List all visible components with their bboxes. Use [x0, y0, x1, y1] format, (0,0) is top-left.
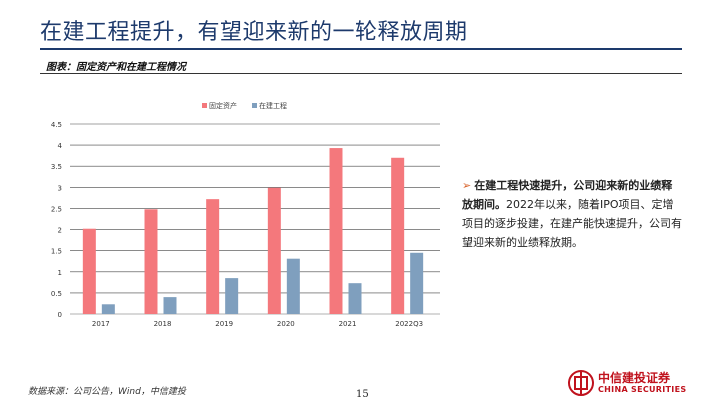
legend-label: 在建工程 — [259, 101, 287, 110]
caption-divider — [40, 73, 682, 74]
chart-container: 0 0.5 1 1.5 2 2.5 3 3.5 4 4.5 2017 2018 2019 2020 2021… — [40, 96, 450, 340]
bar-construction — [348, 283, 362, 314]
bar-construction — [101, 304, 115, 314]
y-tick-label: 0.5 — [51, 290, 62, 298]
bar-fixed-assets — [206, 199, 220, 314]
commentary-body: 2022年以来，随着IPO项目、定增项目的逐步投建，在建产能快速提升，公司有望迎… — [462, 198, 682, 249]
bar-construction — [410, 252, 424, 314]
y-tick-label: 0 — [58, 311, 62, 319]
logo-name-en: CHINA SECURITIES — [598, 385, 687, 394]
legend-swatch-fixed-assets — [202, 103, 207, 108]
bar-construction — [163, 297, 177, 314]
legend-swatch-construction — [252, 103, 257, 108]
bar-fixed-assets — [391, 157, 405, 314]
y-tick-label: 2 — [58, 227, 62, 235]
y-tick-label: 3.5 — [51, 163, 62, 171]
y-tick-label: 2.5 — [51, 205, 62, 213]
company-logo: 中信建投证券 CHINA SECURITIES — [568, 370, 686, 396]
commentary-box: ➢ 在建工程快速提升，公司迎来新的业绩释放期间。2022年以来，随着IPO项目、定… — [462, 176, 682, 252]
x-tick-label: 2017 — [92, 320, 110, 328]
arrow-bullet-icon: ➢ — [462, 179, 472, 192]
x-tick-label: 2020 — [277, 320, 295, 328]
bar-fixed-assets — [144, 209, 158, 314]
logo-name-cn: 中信建投证券 — [598, 371, 671, 385]
bar-chart: 0 0.5 1 1.5 2 2.5 3 3.5 4 4.5 2017 2018 2019 2020 2021… — [51, 101, 440, 328]
legend-label: 固定资产 — [209, 101, 237, 110]
x-tick-label: 2022Q3 — [395, 320, 423, 328]
bar-fixed-assets — [329, 148, 343, 314]
data-source-note: 数据来源：公司公告，Wind，中信建投 — [28, 387, 186, 397]
title-divider — [40, 48, 682, 50]
x-tick-label: 2018 — [154, 320, 172, 328]
page-title: 在建工程提升，有望迎来新的一轮释放周期 — [40, 20, 468, 45]
y-tick-label: 1 — [58, 269, 62, 277]
bar-construction — [225, 278, 239, 314]
y-tick-label: 4 — [58, 142, 63, 150]
x-tick-label: 2019 — [215, 320, 233, 328]
citic-logo-icon — [568, 370, 594, 396]
y-tick-label: 1.5 — [51, 248, 62, 256]
page-number: 15 — [356, 389, 369, 400]
x-tick-label: 2021 — [339, 320, 357, 328]
y-tick-label: 4.5 — [51, 121, 62, 129]
bar-fixed-assets — [82, 228, 96, 314]
figure-caption: 图表：固定资产和在建工程情况 — [46, 62, 186, 73]
bar-construction — [286, 258, 300, 314]
y-tick-label: 3 — [58, 184, 62, 192]
commentary-headline: 在建工程快速提升，公司迎来新的业绩释放期间。 — [462, 179, 673, 211]
bar-fixed-assets — [267, 187, 281, 314]
